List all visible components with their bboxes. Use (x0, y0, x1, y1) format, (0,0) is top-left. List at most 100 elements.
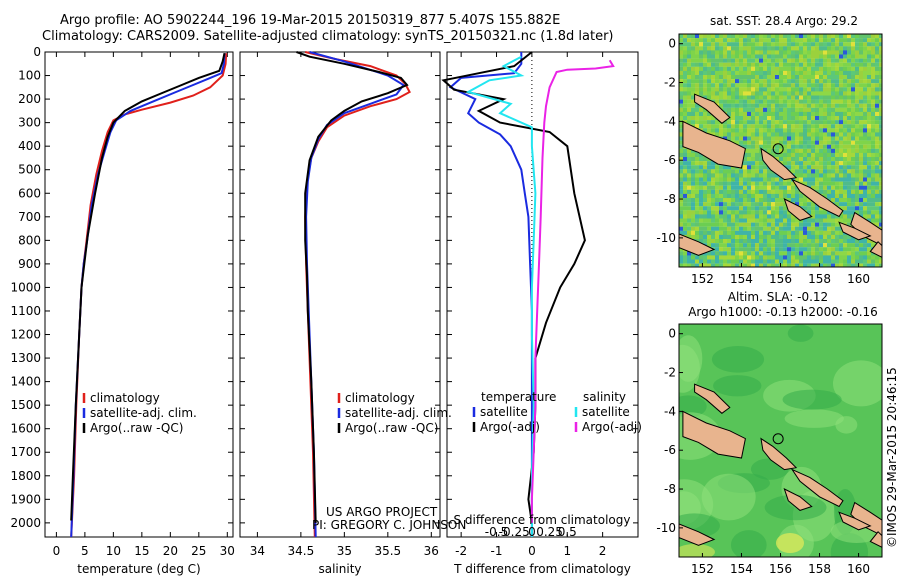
sst-cell (827, 218, 832, 223)
sst-cell (715, 255, 720, 260)
sst-cell (867, 243, 872, 248)
sst-cell (687, 116, 692, 121)
island-shape (682, 120, 746, 169)
sst-cell (791, 116, 796, 121)
sst-cell (775, 206, 780, 211)
sst-cell (879, 70, 882, 76)
sst-cell (867, 34, 872, 39)
sst-cell (875, 157, 880, 162)
island-shape (694, 93, 731, 124)
sst-cell (695, 169, 700, 174)
sst-cell (699, 226, 704, 231)
sst-cell (883, 120, 887, 124)
sst-cell (883, 124, 887, 128)
sst-cell (799, 132, 804, 137)
sst-cell (687, 66, 692, 71)
sst-cell (755, 148, 760, 153)
sst-cell (867, 87, 872, 92)
sst-cell (723, 226, 728, 231)
sst-cell (719, 251, 724, 256)
sst-cell (747, 202, 752, 207)
sst-cell (679, 263, 684, 267)
sst-cell (759, 75, 764, 80)
sst-cell (783, 79, 788, 84)
sst-cell (783, 189, 788, 194)
sst-cell (835, 157, 840, 162)
sst-cell (691, 111, 696, 117)
sst-cell (823, 247, 828, 252)
sst-cell (811, 107, 816, 112)
sst-cell (795, 87, 800, 92)
sst-cell (691, 42, 696, 47)
sst-cell (831, 234, 836, 240)
sst-cell (879, 66, 882, 71)
sst-cell (767, 34, 772, 39)
sst-cell (819, 251, 824, 256)
island-shape (869, 241, 882, 258)
sst-cell (795, 157, 800, 162)
sst-cell (827, 189, 832, 194)
sst-cell (847, 38, 852, 43)
sst-cell (707, 116, 712, 121)
sst-cell (799, 173, 804, 178)
sst-cell (739, 259, 744, 264)
sst-cell (799, 70, 804, 76)
sst-cell (783, 91, 788, 96)
sst-cell (727, 103, 732, 108)
sst-cell (711, 214, 716, 219)
sst-cell (683, 75, 688, 80)
y-tick-label: 400 (18, 139, 41, 153)
sst-cell (791, 75, 796, 80)
sst-cell (703, 79, 708, 84)
y-tick-label: 500 (18, 163, 41, 177)
sst-cell (795, 75, 800, 80)
sst-cell (747, 157, 752, 162)
sst-cell (695, 50, 700, 55)
sst-cell (699, 34, 704, 39)
island-shape (850, 501, 882, 537)
sst-cell (835, 144, 840, 149)
sst-cell (835, 128, 840, 133)
sst-cell (787, 70, 792, 76)
sst-cell (839, 42, 844, 47)
sst-cell (727, 193, 732, 199)
sst-cell (823, 38, 828, 43)
sst-cell (799, 103, 804, 108)
sst-cell (747, 87, 752, 92)
sst-cell (803, 50, 808, 55)
sst-cell (859, 116, 864, 121)
sst-cell (839, 251, 844, 256)
sst-cell (751, 128, 756, 133)
sst-cell (699, 70, 704, 76)
sst-cell (811, 251, 816, 256)
sst-cell (763, 132, 768, 137)
sst-cell (703, 111, 708, 117)
sst-cell (711, 120, 716, 125)
sst-cell (719, 95, 724, 100)
sst-cell (703, 259, 708, 264)
sst-cell (863, 136, 868, 141)
sst-cell (719, 132, 724, 137)
sst-cell (759, 144, 764, 149)
sst-cell (795, 263, 800, 267)
sst-cell (827, 75, 832, 80)
sst-cell (883, 149, 887, 153)
sst-cell (747, 165, 752, 170)
sst-cell (751, 263, 756, 267)
sst-cell (735, 140, 740, 145)
sst-cell (759, 222, 764, 227)
sst-cell (751, 54, 756, 59)
sst-cell (767, 230, 772, 235)
sst-cell (771, 107, 776, 112)
y-tick-label: 100 (18, 69, 41, 83)
sst-cell (723, 181, 728, 186)
sst-cell (771, 79, 776, 84)
sst-cell (779, 255, 784, 260)
sst-cell (727, 83, 732, 88)
sst-cell (883, 255, 887, 259)
sst-cell (819, 66, 824, 71)
sst-cell (851, 128, 856, 133)
sst-cell (767, 111, 772, 117)
sst-cell (739, 251, 744, 256)
sst-cell (727, 79, 732, 84)
